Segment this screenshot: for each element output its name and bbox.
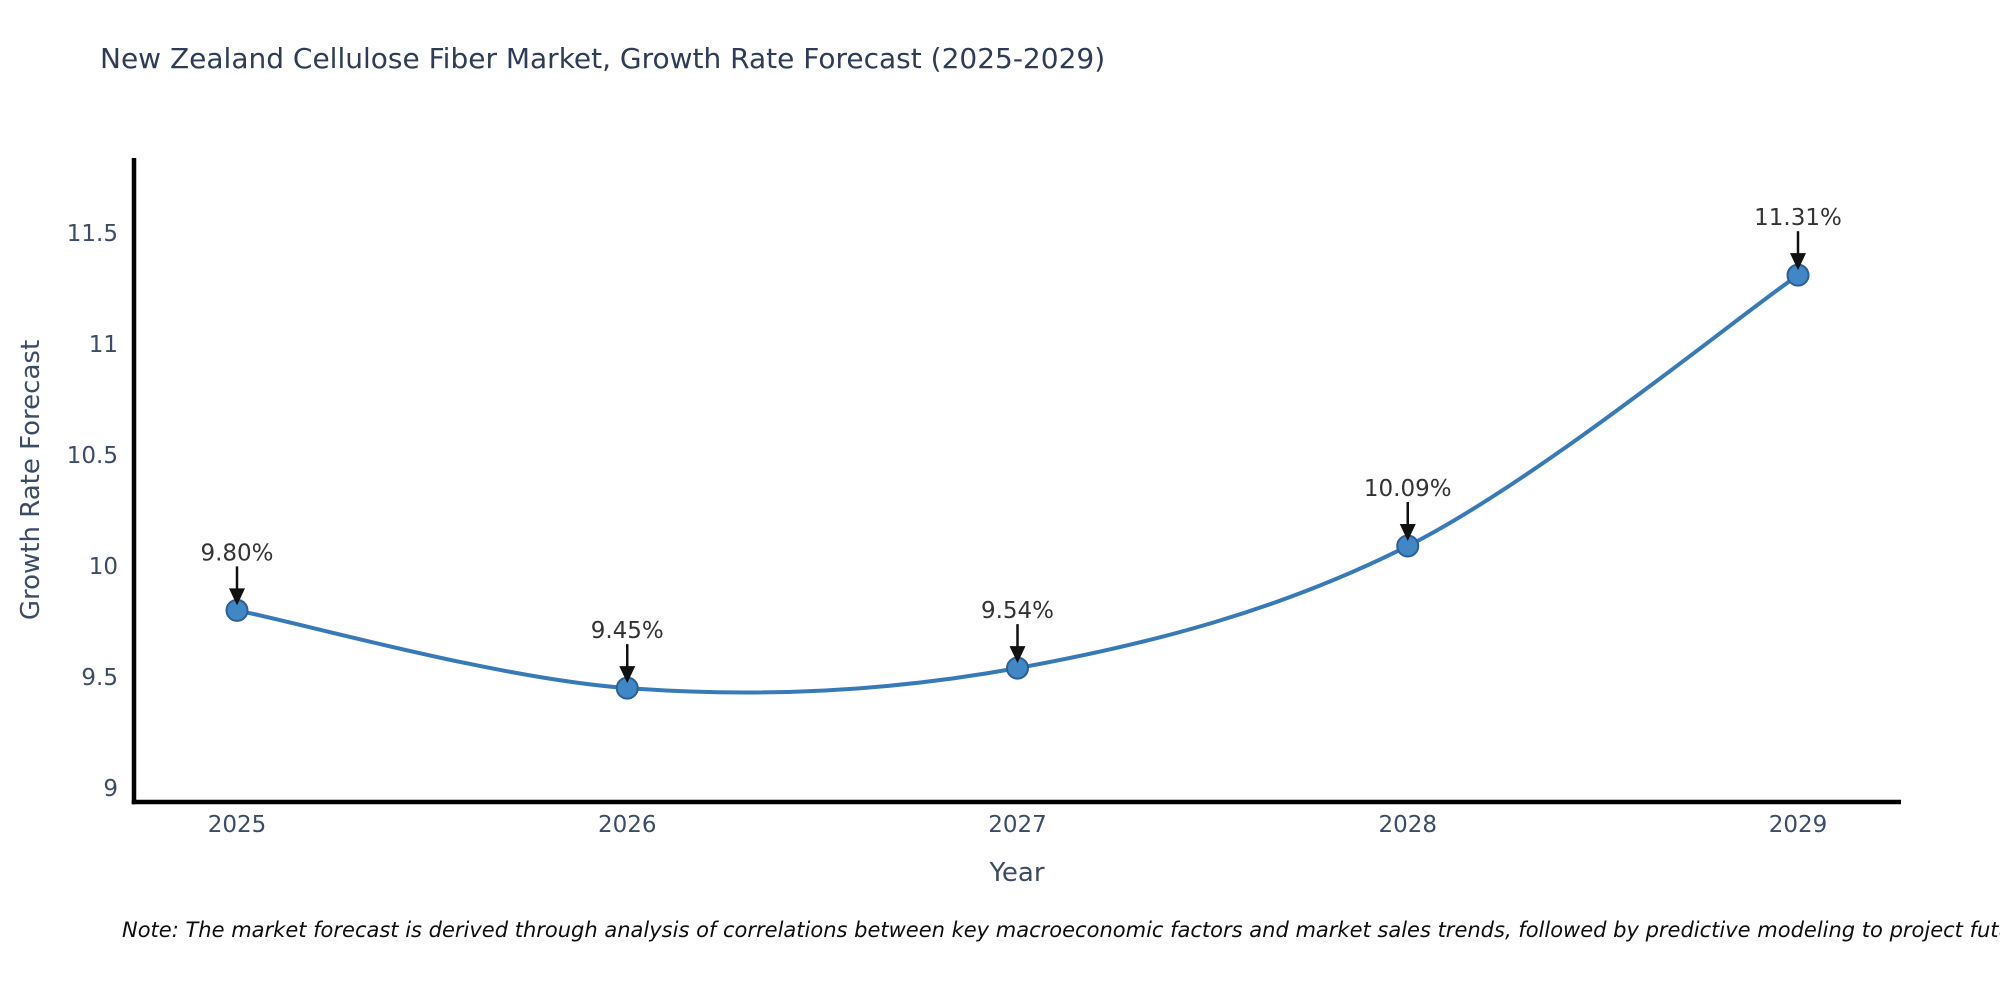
x-axis-title: Year xyxy=(988,858,1044,888)
chart-title: New Zealand Cellulose Fiber Market, Grow… xyxy=(100,42,1106,75)
annotation-arrowhead xyxy=(619,666,636,684)
annotation-label: 9.45% xyxy=(591,618,664,644)
y-tick-label: 10.5 xyxy=(67,443,118,469)
footnote: Note: The market forecast is derived thr… xyxy=(122,918,2000,942)
annotation-arrowhead xyxy=(1009,646,1026,664)
x-tick-label: 2029 xyxy=(1769,812,1828,838)
y-tick-label: 9 xyxy=(103,776,118,802)
x-tick-label: 2026 xyxy=(598,812,657,838)
annotation-arrowhead xyxy=(1399,524,1416,542)
annotation-label: 10.09% xyxy=(1364,476,1452,502)
annotation-label: 11.31% xyxy=(1754,205,1842,231)
y-axis-title: Growth Rate Forecast xyxy=(16,340,46,620)
y-tick-label: 11.5 xyxy=(67,221,118,247)
y-tick-label: 9.5 xyxy=(81,665,118,691)
annotation-arrowhead xyxy=(229,588,245,606)
x-tick-label: 2025 xyxy=(208,812,267,838)
annotation-label: 9.80% xyxy=(200,540,273,566)
x-tick-label: 2028 xyxy=(1378,812,1437,838)
annotations-layer: 9.80% 9.45% 9.54% 10.09% 11.31% xyxy=(200,205,1842,684)
x-tick-label: 2027 xyxy=(988,812,1047,838)
y-tick-label: 10 xyxy=(89,554,118,580)
series-layer xyxy=(225,263,1810,700)
y-tick-label: 11 xyxy=(89,332,118,358)
axes-layer: 9 9.5 10 10.5 11 11.5 2025 2026 2027 2028 2029 xyxy=(67,158,1901,838)
annotation-label: 9.54% xyxy=(981,598,1054,624)
annotation-arrowhead xyxy=(1790,253,1806,271)
